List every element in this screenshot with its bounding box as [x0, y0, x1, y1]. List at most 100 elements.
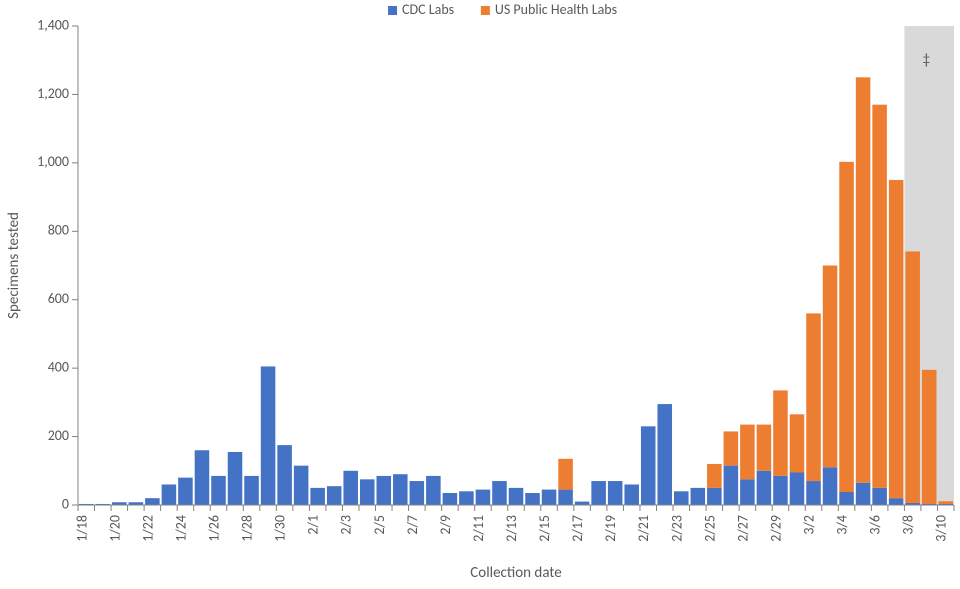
- bar-cdc-labs: [657, 404, 672, 505]
- bar-cdc-labs: [591, 481, 606, 505]
- bar-cdc-labs: [459, 491, 474, 505]
- bar-cdc-labs: [525, 493, 540, 505]
- x-tick-label: 3/4: [834, 515, 851, 535]
- bar-cdc-labs: [443, 493, 458, 505]
- bar-us-public-health-labs: [790, 414, 805, 472]
- bar-cdc-labs: [393, 474, 408, 505]
- bar-cdc-labs: [228, 452, 243, 505]
- bar-cdc-labs: [773, 476, 788, 505]
- bar-cdc-labs: [244, 476, 259, 505]
- x-tick-label: 2/9: [437, 515, 454, 535]
- x-tick-label: 2/23: [668, 515, 685, 542]
- bar-us-public-health-labs: [938, 501, 953, 504]
- y-axis-title: Specimens tested: [5, 212, 23, 319]
- bar-us-public-health-labs: [839, 162, 854, 492]
- legend: CDC Labs US Public Health Labs: [388, 1, 617, 18]
- bar-cdc-labs: [575, 502, 590, 505]
- x-tick-label: 2/13: [503, 515, 520, 542]
- x-tick-label: 2/3: [338, 515, 355, 535]
- x-tick-label: 1/28: [239, 515, 256, 542]
- bar-us-public-health-labs: [724, 431, 739, 465]
- specimens-chart: 02004006008001,0001,2001,4001/181/201/22…: [0, 0, 960, 589]
- bar-cdc-labs: [178, 478, 193, 505]
- x-tick-label: 2/7: [404, 515, 421, 535]
- x-tick-label: 3/10: [933, 515, 950, 542]
- bar-us-public-health-labs: [806, 313, 821, 481]
- x-tick-label: 2/25: [701, 515, 718, 542]
- bar-cdc-labs: [476, 490, 491, 505]
- x-tick-label: 2/21: [635, 515, 652, 542]
- bar-cdc-labs: [872, 488, 887, 505]
- bar-cdc-labs: [343, 471, 358, 505]
- y-tick-label: 1,200: [37, 85, 69, 102]
- bar-us-public-health-labs: [558, 459, 573, 490]
- annotation-double-dagger: ‡: [923, 51, 930, 69]
- x-tick-label: 1/24: [172, 515, 189, 542]
- x-tick-label: 2/1: [305, 515, 322, 535]
- bar-cdc-labs: [806, 481, 821, 505]
- bar-cdc-labs: [740, 479, 755, 505]
- bar-cdc-labs: [889, 498, 904, 505]
- x-axis-title: Collection date: [470, 564, 561, 582]
- bar-cdc-labs: [691, 488, 706, 505]
- bar-cdc-labs: [757, 471, 772, 505]
- bar-cdc-labs: [360, 479, 375, 505]
- bar-cdc-labs: [195, 450, 210, 505]
- x-tick-label: 3/8: [900, 515, 917, 535]
- bar-cdc-labs: [724, 466, 739, 505]
- y-tick-label: 1,400: [37, 16, 69, 33]
- bar-cdc-labs: [839, 492, 854, 505]
- bar-cdc-labs: [145, 498, 160, 505]
- y-tick-label: 1,000: [37, 153, 69, 170]
- legend-label: CDC Labs: [402, 1, 454, 18]
- bar-cdc-labs: [509, 488, 524, 505]
- y-tick-label: 600: [48, 290, 69, 307]
- legend-swatch: [388, 6, 397, 15]
- bar-cdc-labs: [790, 473, 805, 506]
- bar-us-public-health-labs: [922, 370, 937, 504]
- x-tick-label: 1/22: [139, 515, 156, 542]
- y-tick-label: 800: [48, 222, 69, 239]
- x-tick-label: 3/2: [801, 515, 818, 535]
- bar-cdc-labs: [377, 476, 392, 505]
- bar-us-public-health-labs: [856, 77, 871, 482]
- bar-cdc-labs: [674, 491, 689, 505]
- bar-cdc-labs: [294, 466, 309, 505]
- bar-us-public-health-labs: [823, 266, 838, 468]
- chart-svg: 02004006008001,0001,2001,4001/181/201/22…: [0, 0, 960, 589]
- x-tick-label: 3/6: [867, 515, 884, 535]
- legend-swatch: [481, 6, 490, 15]
- bar-cdc-labs: [558, 490, 573, 505]
- x-tick-label: 1/18: [73, 515, 90, 542]
- x-tick-label: 2/11: [470, 515, 487, 542]
- bar-cdc-labs: [211, 476, 226, 505]
- bar-cdc-labs: [856, 483, 871, 505]
- bar-cdc-labs: [261, 366, 276, 505]
- bar-cdc-labs: [492, 481, 507, 505]
- bar-cdc-labs: [410, 481, 425, 505]
- bar-cdc-labs: [162, 484, 177, 505]
- y-tick-label: 400: [48, 358, 69, 375]
- bar-cdc-labs: [277, 445, 292, 505]
- legend-label: US Public Health Labs: [495, 1, 617, 18]
- bar-cdc-labs: [823, 467, 838, 505]
- bars-group: [79, 77, 953, 505]
- bar-us-public-health-labs: [773, 390, 788, 476]
- x-tick-label: 2/5: [371, 515, 388, 535]
- bar-us-public-health-labs: [740, 425, 755, 480]
- bar-us-public-health-labs: [757, 425, 772, 471]
- x-tick-label: 2/19: [602, 515, 619, 542]
- bar-us-public-health-labs: [889, 180, 904, 498]
- x-tick-label: 1/30: [272, 515, 289, 542]
- x-tick-label: 2/29: [767, 515, 784, 542]
- bar-cdc-labs: [707, 488, 722, 505]
- bar-us-public-health-labs: [905, 251, 920, 502]
- bar-cdc-labs: [426, 476, 441, 505]
- x-tick-label: 2/15: [536, 515, 553, 542]
- bar-us-public-health-labs: [872, 105, 887, 488]
- bar-cdc-labs: [608, 481, 623, 505]
- bar-cdc-labs: [542, 490, 557, 505]
- bar-cdc-labs: [641, 426, 656, 505]
- bar-cdc-labs: [327, 486, 342, 505]
- bar-cdc-labs: [310, 488, 325, 505]
